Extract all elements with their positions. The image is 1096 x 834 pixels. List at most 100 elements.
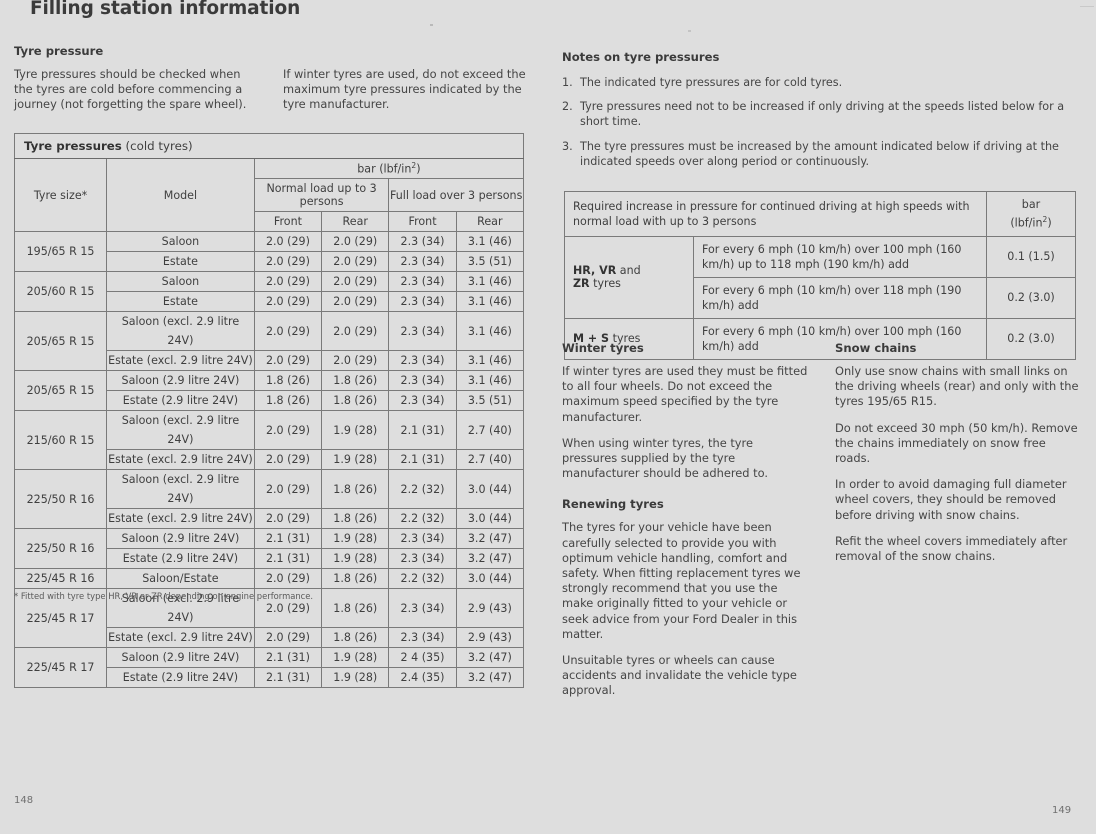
scan-artifact-dot-2	[688, 30, 691, 32]
speed-table-header-unit: bar (lbf/in2)	[986, 191, 1076, 237]
cell-model: Saloon (excl. 2.9 litre 24V)	[106, 469, 255, 509]
cell-full-rear: 3.2 (47)	[455, 647, 525, 668]
cell-full-rear: 2.7 (40)	[455, 410, 525, 450]
lower-sections: Winter tyres If winter tyres are used th…	[562, 341, 1082, 710]
cell-normal-front: 1.8 (26)	[253, 370, 323, 391]
cell-normal-front: 2.0 (29)	[253, 508, 323, 529]
notes-section: Notes on tyre pressures 1. The indicated …	[562, 50, 1082, 178]
cell-normal-rear: 1.9 (28)	[321, 410, 390, 450]
cell-full-front: 2.2 (32)	[388, 469, 457, 509]
cell-full-rear: 3.0 (44)	[455, 469, 525, 509]
speed-table-row-ms: M + S tyres For every 6 mph (10 km/h) ov…	[564, 317, 1076, 360]
cell-model: Saloon (2.9 litre 24V)	[106, 647, 255, 668]
cell-model: Saloon (excl. 2.9 litre 24V)	[106, 311, 255, 351]
note-number: 3.	[562, 139, 573, 153]
snow-chains-paragraph-1: Only use snow chains with small links on…	[835, 364, 1079, 409]
renewing-tyres-paragraph-1: The tyres for your vehicle have been car…	[562, 520, 801, 641]
table-row: Estate 2.0 (29) 2.0 (29) 2.3 (34) 3.5 (51)	[15, 251, 525, 272]
cell-normal-rear: 2.0 (29)	[321, 350, 390, 371]
cell-model: Saloon	[106, 231, 255, 252]
snow-chains-column: Snow chains Only use snow chains with sm…	[835, 341, 1082, 710]
table-caption-row: Tyre pressures (cold tyres)	[14, 133, 524, 159]
cell-normal-rear: 1.9 (28)	[321, 548, 390, 569]
tyre-pressures-table: Tyre pressures (cold tyres) Tyre size* M…	[13, 133, 525, 688]
cell-normal-front: 2.0 (29)	[253, 568, 323, 589]
speed-value-3: 0.2 (3.0)	[986, 317, 1076, 360]
page-number-left: 148	[14, 795, 34, 806]
page-number-right: 149	[1052, 805, 1072, 816]
cell-model: Estate (excl. 2.9 litre 24V)	[106, 449, 255, 470]
speed-unit-bar: bar	[1021, 198, 1041, 211]
page-title-region: Filling station information	[0, 0, 1096, 30]
notes-heading: Notes on tyre pressures	[562, 50, 720, 64]
speed-unit-close: )	[1047, 216, 1052, 230]
winter-tyres-paragraph-1: If winter tyres are used they must be fi…	[562, 364, 808, 424]
header-full-rear: Rear	[455, 211, 525, 232]
cell-full-front: 2.3 (34)	[388, 231, 457, 252]
cell-normal-front: 2.0 (29)	[253, 410, 323, 450]
note-item: 3. The tyre pressures must be increased b…	[562, 139, 1082, 169]
cell-normal-rear: 1.9 (28)	[321, 667, 390, 688]
speed-type-ms: M + S tyres	[564, 317, 694, 360]
cell-full-rear: 3.2 (47)	[455, 548, 525, 569]
cell-full-rear: 3.2 (47)	[455, 528, 525, 549]
note-text: The tyre pressures must be increased by …	[580, 139, 1059, 168]
cell-normal-rear: 1.9 (28)	[321, 449, 390, 470]
table-caption-bold: Tyre pressures	[24, 139, 122, 153]
snow-chains-paragraph-4: Refit the wheel covers immediately after…	[835, 533, 1068, 564]
cell-full-rear: 3.1 (46)	[455, 271, 525, 292]
header-normal-front: Front	[253, 211, 323, 232]
speed-value-1: 0.1 (1.5)	[986, 235, 1076, 278]
speed-unit-lbf: (lbf/in	[1010, 216, 1043, 230]
cell-normal-rear: 2.0 (29)	[321, 271, 390, 292]
note-number: 1.	[562, 76, 573, 89]
table-row: 205/65 R 15 Saloon (2.9 litre 24V) 1.8 (26…	[13, 370, 525, 411]
cell-model: Estate	[106, 251, 255, 272]
cell-full-rear: 3.5 (51)	[455, 251, 525, 272]
header-model: Model	[106, 158, 255, 232]
note-text: The indicated tyre pressures are for col…	[580, 76, 843, 89]
header-unit-superscript: 2	[411, 161, 417, 171]
cell-normal-rear: 2.0 (29)	[321, 251, 390, 272]
cell-full-rear: 3.0 (44)	[455, 568, 525, 589]
cell-full-rear: 2.7 (40)	[455, 449, 525, 470]
note-number: 2.	[562, 100, 573, 114]
table-footnote: * Fitted with tyre type HR, VR or ZR dep…	[14, 591, 314, 601]
tyre-pressure-paragraph-right: If winter tyres are used, do not exceed …	[283, 67, 526, 112]
cell-model: Estate (excl. 2.9 litre 24V)	[106, 350, 255, 371]
cell-tyre-size: 225/45 R 16	[13, 568, 108, 589]
cell-full-rear: 3.0 (44)	[455, 508, 525, 529]
speed-pressure-increase-table: Required increase in pressure for contin…	[564, 191, 1076, 360]
cell-normal-rear: 1.8 (26)	[321, 370, 390, 391]
cell-full-front: 2.3 (34)	[388, 390, 457, 411]
cell-model: Saloon (2.9 litre 24V)	[106, 528, 255, 549]
cell-full-rear: 3.5 (51)	[455, 390, 525, 411]
header-group-full-load: Full load over 3 persons	[388, 178, 524, 212]
cell-full-front: 2.3 (34)	[388, 271, 457, 292]
cell-model: Estate (excl. 2.9 litre 24V)	[106, 508, 255, 529]
renewing-tyres-heading: Renewing tyres	[562, 497, 664, 512]
snow-chains-heading: Snow chains	[835, 341, 917, 355]
speed-table-row-hr-vr-zr-2: For every 6 mph (10 km/h) over 118 mph (…	[565, 276, 1076, 319]
header-unit-text: bar (lbf/in	[357, 162, 412, 176]
tyre-pressure-paragraph-left: Tyre pressures should be checked when th…	[14, 67, 247, 112]
cell-tyre-size: 225/50 R 16	[13, 469, 108, 529]
speed-type-ms-tyres: tyres	[609, 332, 641, 346]
cell-normal-front: 2.0 (29)	[253, 469, 323, 509]
cell-normal-front: 2.0 (29)	[253, 449, 323, 470]
speed-table-body: Required increase in pressure for contin…	[564, 191, 1076, 360]
table-header-row-1: Tyre size* Model bar (lbf/in2)	[13, 158, 525, 232]
header-unit-close: )	[416, 162, 421, 176]
cell-model: Saloon (excl. 2.9 litre 24V)	[106, 588, 255, 628]
speed-type-tyres: tyres	[589, 277, 621, 291]
header-unit: bar (lbf/in2)	[253, 158, 525, 179]
cell-normal-rear: 1.9 (28)	[321, 528, 390, 549]
cell-full-front: 2.3 (34)	[388, 251, 457, 272]
cell-model: Estate (2.9 litre 24V)	[106, 667, 255, 688]
table-row: 215/60 R 15 Saloon (excl. 2.9 litre 24V) 2…	[13, 410, 525, 470]
cell-model: Estate	[106, 291, 255, 312]
cell-full-front: 2 4 (35)	[388, 647, 457, 668]
cell-full-front: 2.3 (34)	[388, 350, 457, 371]
left-column: Tyre pressure Tyre pressures should be c…	[14, 44, 538, 124]
speed-unit-superscript: 2	[1042, 215, 1048, 224]
